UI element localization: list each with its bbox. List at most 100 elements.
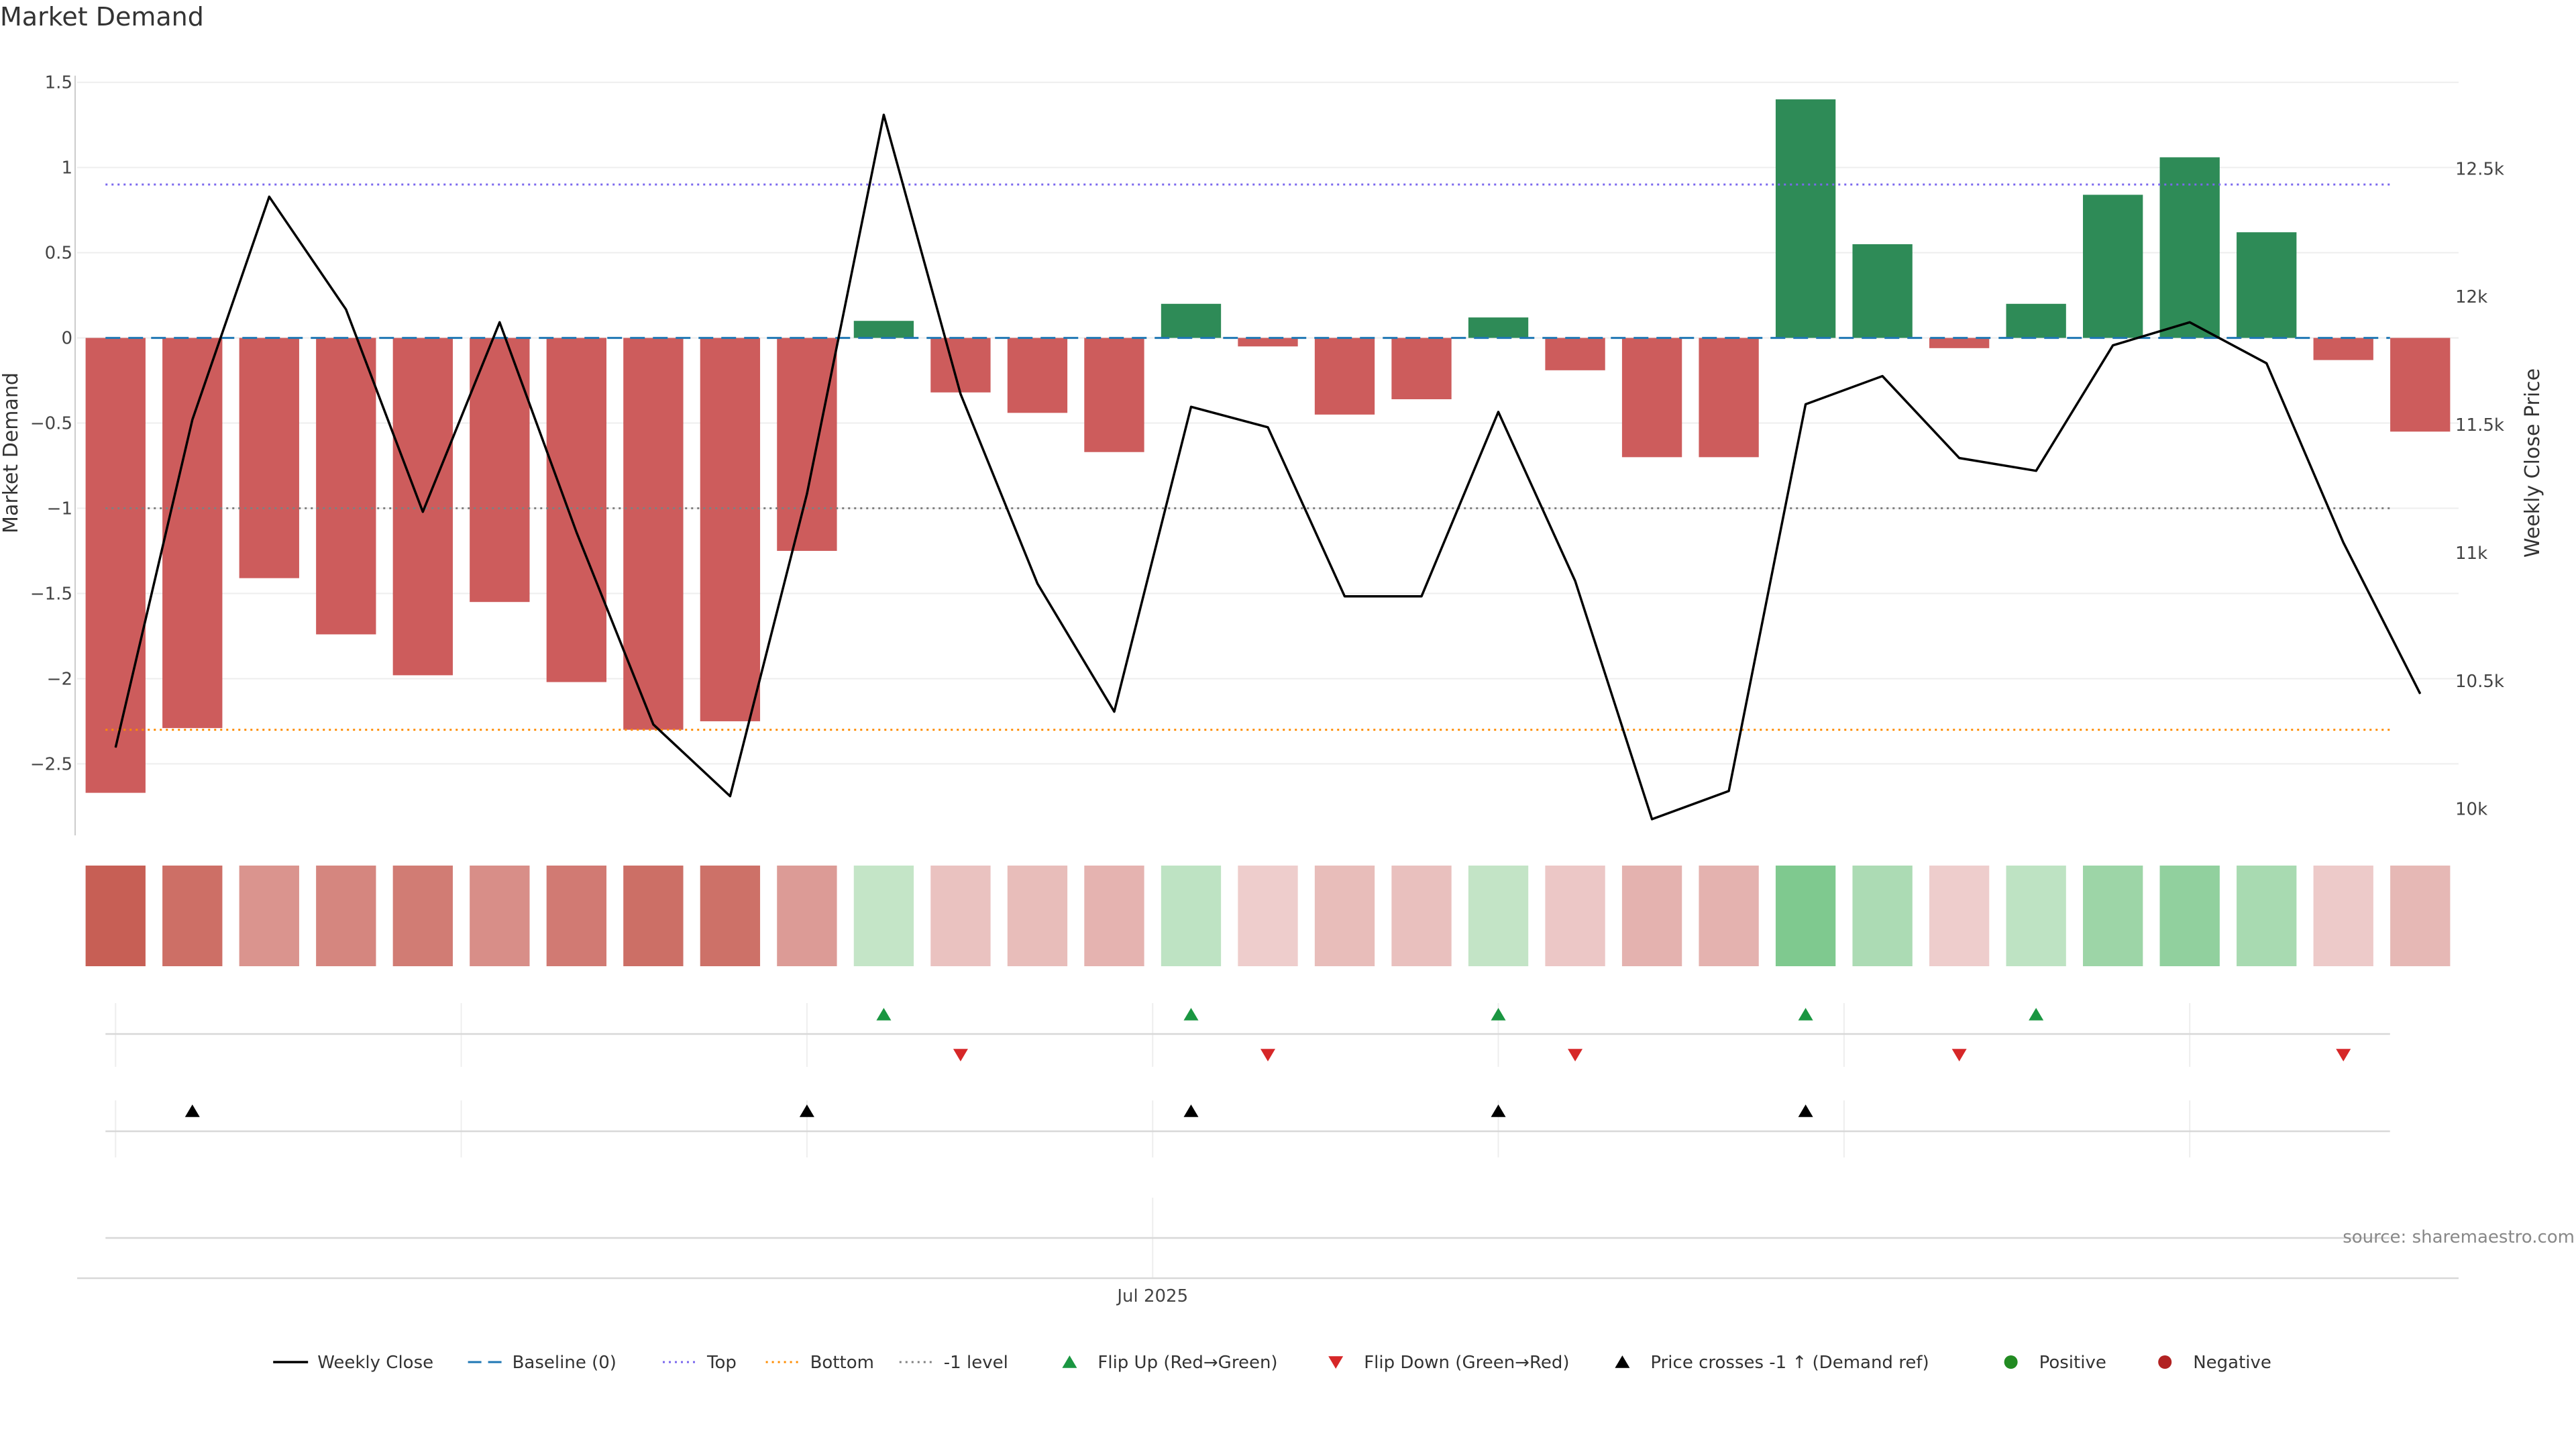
axes: 1.5 1 0.5 0 −0.5 −1 −1.5 −2 −2.5 12.5k 12k 11.5k 11k… (0, 73, 2544, 835)
y2-tick-label: 12.5k (2455, 159, 2504, 179)
weekly-close-line (114, 113, 2422, 821)
heat-cell (1699, 866, 1759, 966)
heat-cell (1545, 866, 1605, 966)
flip-markers-panel (105, 1003, 2390, 1067)
demand-bar (623, 338, 684, 730)
y2-tick-label: 10k (2455, 800, 2487, 820)
heat-cell (470, 866, 530, 966)
legend-swatch-circle (2158, 1355, 2172, 1369)
demand-bar (1391, 338, 1452, 400)
weekly-close-point (2343, 542, 2344, 543)
legend-label: Price crosses -1 ↑ (Demand ref) (1650, 1353, 1929, 1373)
demand-bar (546, 338, 607, 682)
legend-swatch-triangle-down (1328, 1356, 1344, 1369)
reference-lines (105, 183, 2390, 731)
heat-cell (2313, 866, 2373, 966)
demand-bar (1084, 338, 1144, 452)
demand-bar (2237, 232, 2297, 338)
bottom-panel: Jul 2025 source: sharemaestro.com (77, 1198, 2575, 1306)
heat-cell (853, 866, 914, 966)
heat-cell (2237, 866, 2297, 966)
price-cross-marker (184, 1104, 200, 1117)
demand-bar (2313, 338, 2373, 360)
y-tick-label: −2.5 (30, 754, 72, 774)
heat-cell (1161, 866, 1222, 966)
heat-cell (777, 866, 837, 966)
heat-cell (1084, 866, 1144, 966)
weekly-close-point (576, 531, 577, 533)
demand-bar (930, 338, 991, 393)
y-tick-label: 1 (61, 158, 72, 178)
y2-tick-label: 11.5k (2455, 415, 2504, 435)
demand-bar (1468, 317, 1529, 338)
y-tick-label: 0.5 (45, 244, 72, 264)
heat-cell (2159, 866, 2220, 966)
heat-cell (239, 866, 299, 966)
legend: Weekly Close Baseline (0) Top Bottom -1 leve… (273, 1353, 2271, 1373)
legend-label: -1 level (944, 1353, 1008, 1373)
demand-bar (1852, 244, 1913, 338)
y2-tick-label: 10.5k (2455, 672, 2504, 692)
demand-bar (1699, 338, 1759, 458)
heat-cell (1391, 866, 1452, 966)
demand-bar (1775, 99, 1836, 338)
weekly-close-point (2112, 345, 2114, 346)
weekly-close-point (499, 321, 500, 323)
flip-up-marker (1798, 1008, 1813, 1021)
demand-bars (85, 99, 2451, 793)
heat-cell (1468, 866, 1529, 966)
y2-tick-label: 12k (2455, 287, 2487, 307)
weekly-close-point (192, 419, 193, 420)
price-cross-marker (1183, 1104, 1199, 1117)
weekly-close-point (1344, 596, 1346, 597)
heat-cell (2006, 866, 2066, 966)
flip-down-marker (1568, 1049, 1583, 1061)
flip-down-marker (1260, 1049, 1275, 1061)
heat-cell (85, 866, 146, 966)
demand-bar (316, 338, 376, 635)
legend-label: Negative (2193, 1353, 2271, 1373)
source-note: source: sharemaestro.com (2343, 1227, 2575, 1247)
legend-label: Positive (2039, 1353, 2106, 1373)
demand-bar (1238, 338, 1298, 347)
y-tick-label: −1.5 (30, 584, 72, 604)
legend-label: Bottom (810, 1353, 874, 1373)
flip-up-marker (2029, 1008, 2044, 1021)
chart-title: Market Demand (0, 2, 204, 32)
price-cross-marker (799, 1104, 814, 1117)
heat-cell (1314, 866, 1375, 966)
y-tick-label: −1 (47, 499, 72, 519)
weekly-close-point (1421, 596, 1422, 597)
flip-down-marker (1951, 1049, 1967, 1061)
demand-bar (1007, 338, 1068, 413)
price-cross-marker (1491, 1104, 1506, 1117)
demand-bar (162, 338, 223, 729)
y-axis-label: Market Demand (0, 372, 23, 533)
weekly-close-point (345, 309, 347, 310)
flip-down-marker (2336, 1049, 2351, 1061)
demand-bar (1314, 338, 1375, 415)
heat-cell (316, 866, 376, 966)
demand-bar (2390, 338, 2451, 432)
y2-tick-label: 11k (2455, 543, 2487, 564)
heat-cell (1852, 866, 1913, 966)
heat-cell (1007, 866, 1068, 966)
demand-bar (777, 338, 837, 552)
demand-heat-strip (85, 866, 2451, 966)
heat-cell (1775, 866, 1836, 966)
heat-cell (930, 866, 991, 966)
weekly-close-point (1574, 580, 1576, 582)
legend-label: Weekly Close (317, 1353, 433, 1373)
demand-bar (1545, 338, 1605, 370)
heat-cell (1929, 866, 1990, 966)
demand-bar (2159, 157, 2220, 338)
flip-up-marker (1491, 1008, 1506, 1021)
y-tick-label: 1.5 (45, 73, 72, 93)
x-tick-label: Jul 2025 (1116, 1286, 1188, 1306)
weekly-close-series (114, 113, 2422, 821)
demand-bar (700, 338, 761, 721)
weekly-close-point (960, 393, 961, 395)
demand-bar (239, 338, 299, 578)
price-cross-marker (1798, 1104, 1813, 1117)
